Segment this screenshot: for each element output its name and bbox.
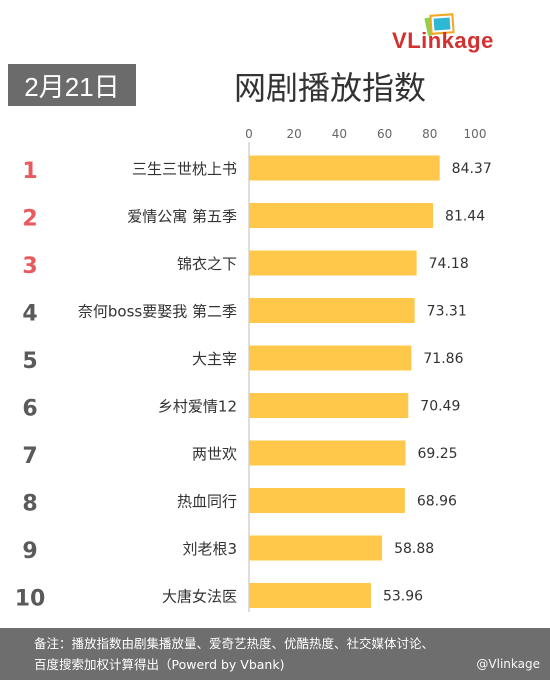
x-tick-label: 40 [332,127,347,141]
rank-number: 4 [22,302,37,327]
bar [249,583,371,608]
bar [249,345,412,371]
x-tick-label: 60 [377,127,392,141]
rank-number: 3 [22,254,37,279]
x-tick-label: 80 [422,127,437,141]
bar [249,488,405,513]
category-label: 两世欢 [192,445,237,463]
footer-note-line1: 备注：播放指数由剧集播放量、爱奇艺热度、优酷热度、社交媒体讨论、 [34,636,435,651]
bar [249,298,415,323]
bar [249,440,406,466]
rank-number: 8 [22,492,37,517]
rank-number: 2 [22,207,37,232]
value-label: 70.49 [420,399,460,415]
x-tick-label: 20 [287,127,302,141]
rank-number: 5 [22,349,37,374]
logo-frames-icon [424,13,455,37]
category-label: 刘老根3 [182,540,237,558]
logo-text: VLinkage [392,28,494,54]
value-label: 84.37 [452,161,492,177]
rank-number: 1 [22,159,37,184]
value-label: 68.96 [417,494,457,510]
x-tick-label: 0 [245,127,253,141]
rank-number: 9 [22,539,37,564]
x-tick-label: 100 [464,127,487,141]
bar [249,535,383,561]
bar-chart: 0 20 40 60 80 100 1 三生三世枕上书 84.37 2 爱情公寓 第五季 81.44 3… [15,127,492,612]
bar [249,250,417,276]
category-label: 三生三世枕上书 [132,160,237,178]
category-label: 锦衣之下 [177,255,237,273]
value-label: 53.96 [383,589,423,605]
bar [249,155,440,181]
rank-number: 7 [22,444,37,469]
category-label: 奈何boss要娶我 第二季 [78,303,237,321]
value-label: 58.88 [394,541,434,557]
footer-note: 备注：播放指数由剧集播放量、爱奇艺热度、优酷热度、社交媒体讨论、 百度搜索加权计… [0,628,550,680]
footer-note-line2: 百度搜索加权计算得出（Powerd by Vbank) [34,657,285,672]
category-label: 大主宰 [192,350,237,368]
vlinkage-logo: VLinkage [392,10,532,58]
value-label: 73.31 [427,304,467,320]
category-label: 大唐女法医 [162,588,237,606]
bar [249,393,409,418]
chart-title: 网剧播放指数 [233,69,426,107]
footer-note-row2: 百度搜索加权计算得出（Powerd by Vbank) @Vlinkage [34,654,540,675]
category-label: 热血同行 [177,493,237,511]
value-label: 69.25 [418,446,458,462]
bar [249,203,434,228]
value-label: 81.44 [445,209,485,225]
rank-number: 6 [22,397,37,422]
weibo-watermark: @Vlinkage [476,657,540,671]
value-label: 71.86 [423,351,463,367]
logo-letter-v: V [392,28,408,53]
logo-wordmark: Linkage [407,28,494,53]
value-label: 74.18 [429,256,469,272]
rank-number: 10 [15,587,46,612]
category-label: 乡村爱情12 [158,398,237,416]
date-badge: 2月21日 [8,64,136,106]
category-label: 爱情公寓 第五季 [127,208,237,226]
